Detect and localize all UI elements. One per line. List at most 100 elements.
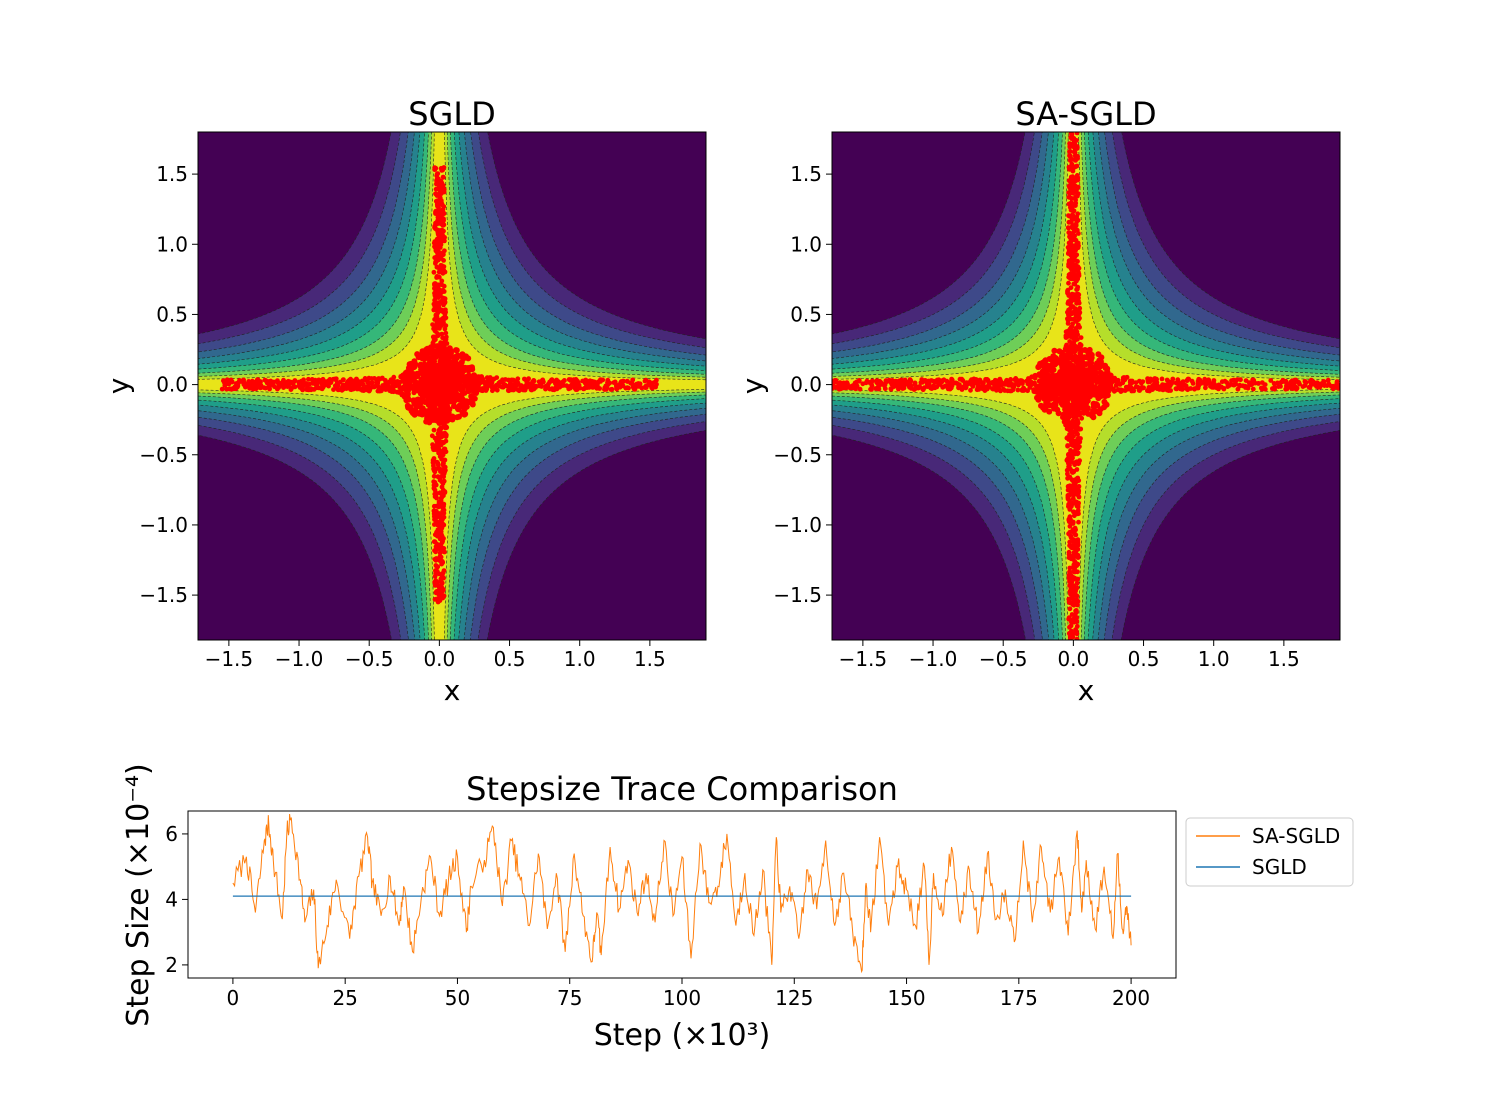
- sa-sgld-sample-point: [1041, 385, 1048, 392]
- sgld-sample-point: [372, 376, 377, 381]
- sa-sgld-sample-point: [1137, 388, 1142, 393]
- sa-sgld-sample-point: [980, 386, 985, 392]
- sgld-sample-point: [423, 376, 430, 383]
- sgld-sample-point: [275, 386, 280, 392]
- sgld-sample-point: [432, 244, 437, 250]
- sa-sgld-sample-point: [1072, 545, 1077, 551]
- legend-label-sgld: SGLD: [1252, 855, 1307, 879]
- sgld-sample-point: [437, 241, 443, 246]
- sgld-sample-point: [505, 388, 511, 393]
- sa-sgld-sample-point: [957, 382, 962, 387]
- sgld-sample-point: [436, 446, 442, 452]
- sa-sgld-sample-point: [1256, 381, 1261, 386]
- sa-sgld-sample-point: [1070, 261, 1076, 267]
- sa-sgld-sample-point: [1075, 537, 1081, 543]
- sa-sgld-sample-point: [1072, 306, 1078, 311]
- sgld-sample-point: [456, 403, 463, 410]
- sa-sgld-sample-point: [883, 378, 889, 384]
- sa-sgld-sample-point: [896, 384, 902, 390]
- sgld-sample-point: [584, 381, 590, 387]
- sgld-sample-point: [530, 379, 535, 385]
- sa-sgld-sample-point: [1074, 631, 1080, 637]
- sa-sgld-sample-point: [890, 378, 895, 383]
- sa-sgld-sample-point: [1101, 371, 1108, 378]
- sgld-sample-point: [466, 389, 471, 395]
- sgld-sample-point: [452, 347, 459, 354]
- sa-sgld-sample-point: [1068, 636, 1073, 640]
- sgld-sample-point: [585, 385, 590, 390]
- sa-sgld-sample-point: [1066, 225, 1071, 231]
- sa-sgld-sample-point: [1067, 245, 1073, 251]
- sgld-sample-point: [442, 299, 448, 305]
- stepsize-x-tick-label: 150: [887, 986, 925, 1010]
- sgld-sample-point: [275, 380, 281, 386]
- sa-sgld-sample-point: [1068, 285, 1074, 291]
- sa-sgld-sample-point: [1101, 392, 1108, 399]
- sgld-sample-point: [417, 403, 424, 410]
- sa-sgld-sample-point: [1073, 158, 1078, 163]
- sa-sgld-sample-point: [1049, 376, 1056, 383]
- sa-sgld-y-ticks: −1.5 −1.0 −0.5 0.0 0.5 1.0 1.5: [773, 162, 832, 607]
- sgld-sample-point: [457, 365, 464, 372]
- sgld-sample-point: [438, 358, 445, 364]
- sgld-sample-point: [468, 393, 475, 400]
- sa-sgld-sample-point: [1225, 384, 1231, 389]
- sgld-sample-point: [620, 379, 626, 384]
- sgld-sample-point: [438, 419, 445, 425]
- sgld-sample-point: [435, 431, 441, 437]
- sgld-y-tick-label: −0.5: [139, 443, 188, 467]
- sgld-sample-point: [360, 382, 366, 387]
- sa-sgld-sample-point: [1061, 384, 1068, 391]
- sa-sgld-sample-point: [912, 380, 918, 386]
- sa-sgld-sample-point: [1066, 360, 1073, 367]
- sgld-sample-point: [434, 300, 440, 306]
- sa-sgld-sample-point: [1175, 378, 1181, 384]
- sa-sgld-sample-point: [1025, 381, 1031, 387]
- sgld-x-tick-label: 1.0: [564, 647, 596, 671]
- sa-sgld-sample-point: [1067, 523, 1073, 529]
- sgld-sample-point: [219, 386, 225, 392]
- sgld-sample-point: [383, 384, 389, 390]
- sgld-sample-point: [654, 377, 659, 383]
- legend-label-sa-sgld: SA-SGLD: [1252, 824, 1340, 848]
- sa-sgld-sample-point: [1224, 380, 1230, 385]
- sa-sgld-sample-point: [1063, 346, 1069, 353]
- sa-sgld-sample-point: [1198, 381, 1204, 386]
- sa-sgld-sample-point: [1085, 367, 1092, 374]
- sgld-sample-point: [443, 432, 449, 438]
- sgld-sample-point: [436, 274, 442, 280]
- stepsize-y-ticks: 2 4 6: [165, 822, 188, 977]
- sa-sgld-sample-point: [1069, 157, 1075, 163]
- sgld-sample-point: [446, 367, 453, 374]
- stepsize-panel-title: Stepsize Trace Comparison: [466, 770, 898, 808]
- sa-sgld-sample-point: [1059, 356, 1066, 363]
- sgld-sample-point: [434, 254, 440, 259]
- sa-sgld-sample-point: [1072, 531, 1078, 537]
- sgld-sample-point: [557, 384, 563, 390]
- sgld-sample-point: [391, 374, 397, 380]
- sa-sgld-sample-point: [1190, 381, 1196, 386]
- sa-sgld-sample-point: [1074, 390, 1081, 397]
- sgld-sample-point: [229, 379, 235, 385]
- sa-sgld-sample-point: [1270, 386, 1275, 391]
- sa-sgld-sample-point: [1160, 383, 1166, 388]
- sgld-sample-point: [441, 466, 447, 472]
- sa-sgld-sample-point: [1219, 379, 1225, 385]
- sa-sgld-sample-point: [1065, 321, 1071, 326]
- sa-sgld-sample-point: [1046, 408, 1053, 415]
- sa-sgld-sample-point: [1070, 493, 1076, 498]
- sgld-x-tick-label: 0.5: [494, 647, 526, 671]
- sgld-sample-point: [417, 354, 424, 360]
- sgld-sample-point: [426, 355, 433, 362]
- sgld-sample-point: [433, 388, 440, 395]
- sa-sgld-sample-point: [1102, 362, 1109, 369]
- sa-sgld-sample-point: [918, 380, 924, 385]
- sgld-sample-point: [439, 185, 445, 190]
- stepsize-x-tick-label: 200: [1112, 986, 1150, 1010]
- sgld-sample-point: [454, 380, 461, 387]
- sa-sgld-sample-point: [1087, 357, 1094, 364]
- sa-sgld-sample-point: [1073, 295, 1078, 301]
- sa-sgld-sample-point: [1074, 187, 1080, 192]
- sgld-sample-point: [518, 383, 524, 388]
- sa-sgld-sample-point: [1067, 539, 1073, 545]
